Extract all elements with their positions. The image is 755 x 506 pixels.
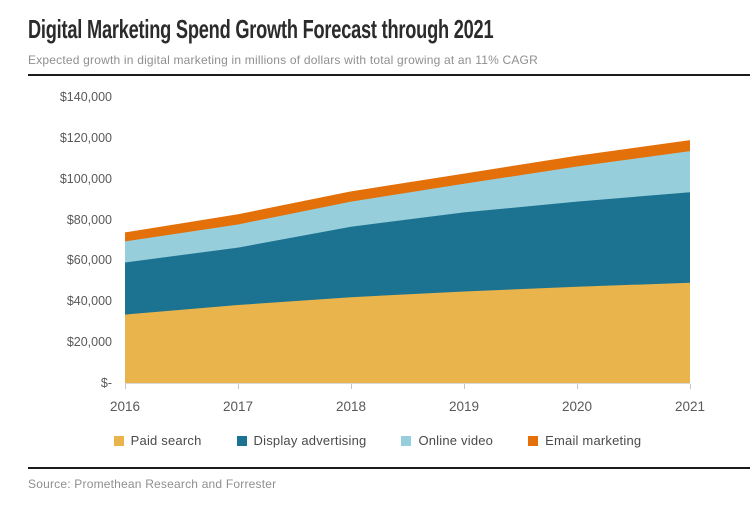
y-axis-label: $- bbox=[100, 376, 112, 390]
y-axis-label: $140,000 bbox=[59, 90, 112, 104]
legend-label: Email marketing bbox=[545, 433, 642, 448]
x-axis-label-2019: 2019 bbox=[448, 399, 480, 414]
legend-item-online-video: Online video bbox=[401, 433, 493, 448]
legend-label: Paid search bbox=[130, 433, 202, 448]
legend-item-display-advertising: Display advertising bbox=[236, 433, 367, 448]
legend-swatch-online-video bbox=[401, 435, 412, 446]
chart-title: Digital Marketing Spend Growth Forecast … bbox=[28, 14, 494, 44]
legend-swatch-display-advertising bbox=[236, 435, 247, 446]
legend-label: Display advertising bbox=[253, 433, 367, 448]
source-note: Source: Promethean Research and Forreste… bbox=[28, 477, 277, 491]
y-axis-label: $120,000 bbox=[59, 130, 112, 145]
x-axis-label-2017: 2017 bbox=[222, 399, 254, 414]
x-axis-label-2020: 2020 bbox=[561, 399, 593, 414]
legend-item-email-marketing: Email marketing bbox=[528, 433, 641, 448]
chart-legend: Paid search Display advertising Online vid… bbox=[0, 433, 755, 448]
legend-swatch-paid-search bbox=[113, 435, 124, 446]
legend-label: Online video bbox=[418, 433, 494, 448]
legend-item-paid-search: Paid search bbox=[113, 433, 202, 448]
legend-swatch-email-marketing bbox=[528, 435, 539, 446]
y-axis-label: $40,000 bbox=[66, 294, 112, 309]
area-paid-search bbox=[125, 282, 690, 383]
y-axis-label: $80,000 bbox=[66, 212, 112, 227]
y-axis-label: $20,000 bbox=[66, 335, 112, 350]
y-axis-label: $60,000 bbox=[66, 253, 112, 268]
chart-subtitle: Expected growth in digital marketing in … bbox=[28, 53, 538, 67]
top-divider bbox=[28, 74, 750, 76]
y-axis-label: $100,000 bbox=[59, 171, 112, 186]
bottom-divider bbox=[28, 467, 750, 469]
x-axis-label-2018: 2018 bbox=[335, 399, 367, 414]
x-axis-label-2021: 2021 bbox=[674, 399, 706, 414]
x-axis-label-2016: 2016 bbox=[109, 399, 141, 414]
